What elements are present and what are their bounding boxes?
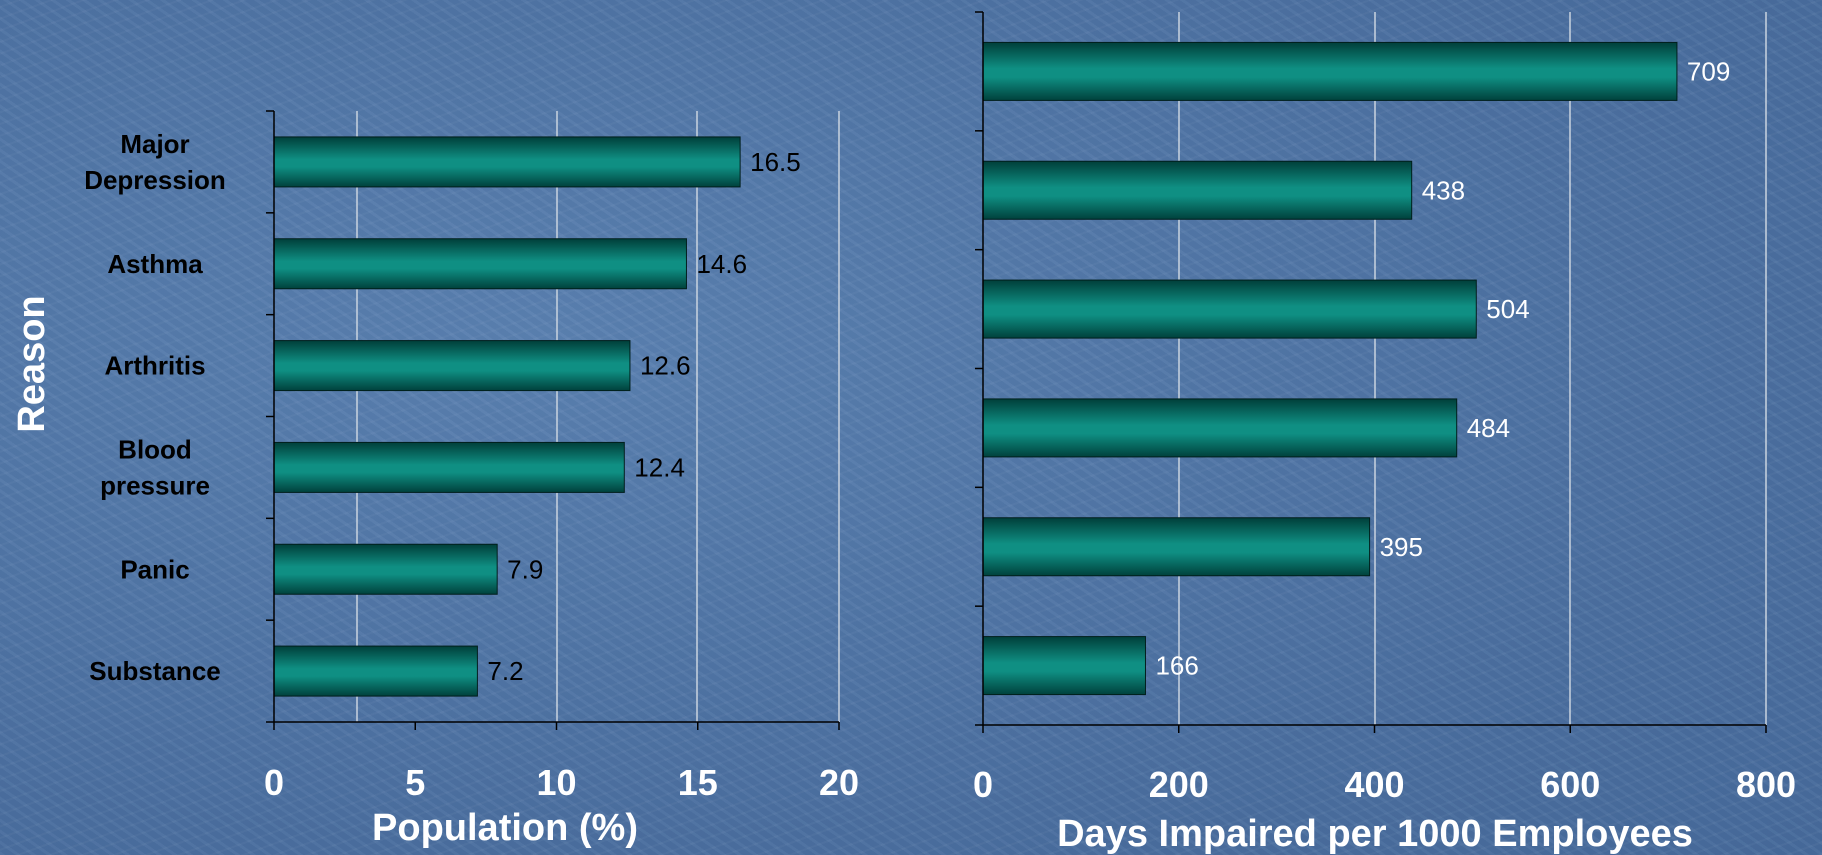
right-x-axis-title: Days Impaired per 1000 Employees xyxy=(1057,813,1693,855)
right-value-label: 395 xyxy=(1380,532,1423,562)
left-y-axis-title: Reason xyxy=(11,295,53,432)
left-bar xyxy=(273,645,478,697)
right-bar xyxy=(982,41,1678,101)
category-label: Major Depression xyxy=(84,129,226,195)
right-bar xyxy=(982,398,1458,458)
right-x-tick-label: 0 xyxy=(973,764,993,805)
left-x-tick-label: 5 xyxy=(405,762,425,803)
right-bar xyxy=(982,517,1371,577)
right-bar xyxy=(982,636,1146,696)
left-x-tick-label: 20 xyxy=(819,762,859,803)
left-bar xyxy=(273,340,631,392)
left-value-label: 12.4 xyxy=(634,452,685,482)
right-x-tick-label: 200 xyxy=(1149,764,1209,805)
right-x-tick-label: 600 xyxy=(1540,764,1600,805)
right-x-tick-label: 800 xyxy=(1736,764,1796,805)
right-bar xyxy=(982,160,1413,220)
right-x-tick-label: 400 xyxy=(1344,764,1404,805)
left-value-label: 14.6 xyxy=(696,249,747,279)
left-chart: 16.5 Major Depression 14.6 Asthma 12.6 Arthrit… xyxy=(11,110,859,849)
right-value-label: 166 xyxy=(1155,651,1198,681)
left-value-label: 7.9 xyxy=(507,554,543,584)
left-value-label: 7.2 xyxy=(487,656,523,686)
left-bar xyxy=(273,441,625,493)
left-x-tick-label: 10 xyxy=(536,762,576,803)
left-value-label: 12.6 xyxy=(640,351,691,381)
category-label: Arthritis xyxy=(104,351,205,381)
right-value-label: 709 xyxy=(1687,56,1730,86)
left-x-tick-label: 0 xyxy=(264,762,284,803)
category-label: Panic xyxy=(120,554,189,584)
category-label: Substance xyxy=(89,656,221,686)
left-bar xyxy=(273,238,687,290)
left-x-tick-label: 15 xyxy=(678,762,718,803)
left-value-label: 16.5 xyxy=(750,147,801,177)
right-chart: 709 438 504 484 395 166 0 200 400 600 800 Days Im… xyxy=(973,11,1796,855)
left-bar xyxy=(273,136,741,188)
right-value-label: 504 xyxy=(1486,294,1529,324)
left-bar xyxy=(273,543,498,595)
right-value-label: 484 xyxy=(1467,413,1510,443)
category-label: Asthma xyxy=(107,249,203,279)
left-x-axis-title: Population (%) xyxy=(372,807,638,849)
category-label: Blood pressure xyxy=(100,434,210,500)
right-bar xyxy=(982,279,1477,339)
right-value-label: 438 xyxy=(1422,175,1465,205)
